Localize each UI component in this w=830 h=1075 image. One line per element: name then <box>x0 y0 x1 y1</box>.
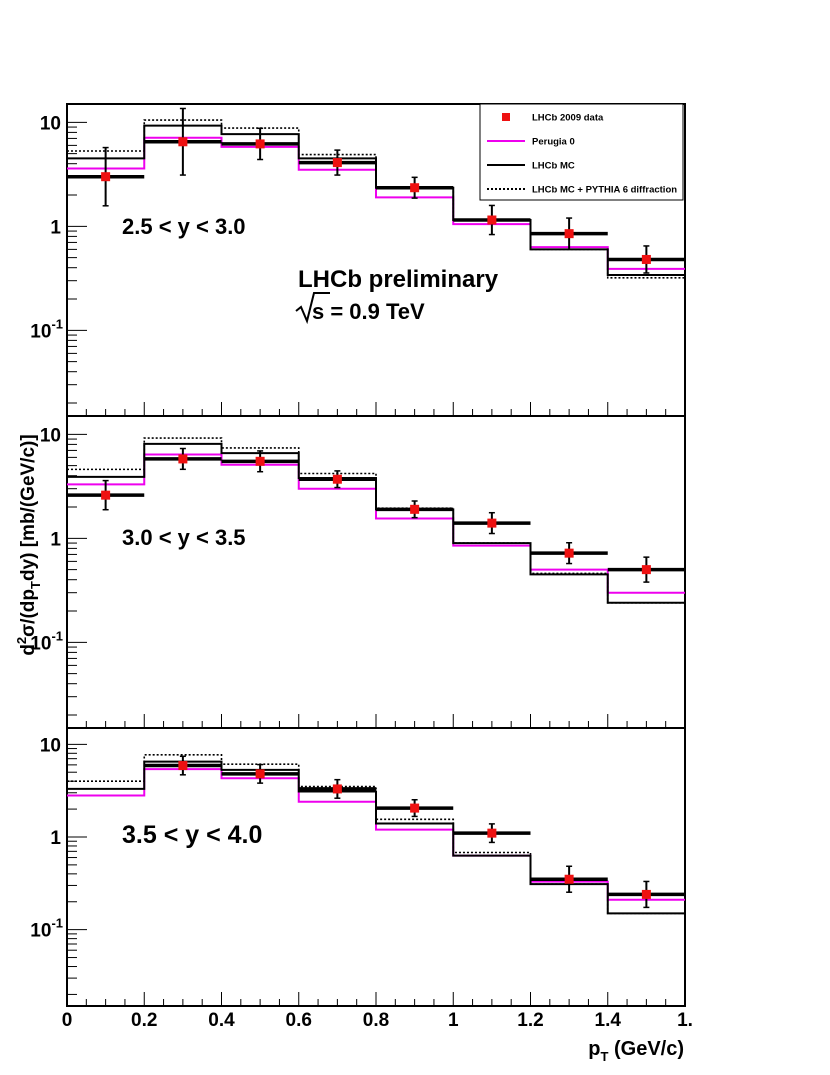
legend: LHCb 2009 data Perugia 0 LHCb MC LHCb MC + … <box>479 103 684 201</box>
panels-layer: 10 1 10-1 2.5 < y < 3.0 10 1 10-1 3.0 < y < 3.5… <box>30 103 686 1007</box>
sqrt-symbol <box>295 292 330 325</box>
x-tick-label: 1 <box>448 1010 459 1031</box>
data-point <box>255 139 265 149</box>
x-tick-label: 0 <box>62 1010 73 1031</box>
data-point <box>255 456 265 466</box>
data-point <box>332 158 342 168</box>
data-point <box>564 874 574 884</box>
data-point <box>178 454 188 464</box>
y-tick-label: 10-1 <box>30 628 63 654</box>
data-point <box>410 504 420 514</box>
data-point <box>255 769 265 779</box>
y-tick-label: 10 <box>40 425 61 446</box>
data-point <box>487 828 497 838</box>
x-tick-label: 0.8 <box>363 1010 389 1031</box>
panel-label: 2.5 < y < 3.0 <box>122 214 246 239</box>
data-point <box>410 803 420 813</box>
panel-label: 3.5 < y < 4.0 <box>122 821 262 849</box>
data-point <box>487 518 497 528</box>
y-tick-label: 1 <box>50 828 61 849</box>
panel-label: 3.0 < y < 3.5 <box>122 525 246 550</box>
x-tick-label: 0.4 <box>208 1010 235 1031</box>
panel-frame <box>66 415 686 729</box>
data-point <box>332 784 342 794</box>
svg-text:pT (GeV/c): pT (GeV/c) <box>588 1038 684 1064</box>
lhcbmc-line <box>67 442 685 604</box>
panel-2: 10 1 10-1 3.0 < y < 3.5 <box>30 415 686 729</box>
y-tick-label: 10-1 <box>30 916 63 942</box>
data-point <box>487 215 497 225</box>
data-point <box>564 229 574 239</box>
data-point <box>332 474 342 484</box>
xlabel-main: p <box>588 1038 600 1060</box>
ylabel-sub: T <box>28 581 43 589</box>
x-tick-label: 0.6 <box>286 1010 312 1031</box>
legend-entry: Perugia 0 <box>487 137 575 148</box>
legend-entry: LHCb MC + PYTHIA 6 diffraction <box>487 185 677 196</box>
legend-entry: LHCb MC <box>487 161 575 172</box>
legend-label: Perugia 0 <box>532 137 575 148</box>
data-point <box>641 254 651 264</box>
x-tick-label: 0.2 <box>131 1010 157 1031</box>
data-point <box>564 548 574 558</box>
legend-entries: LHCb 2009 data Perugia 0 LHCb MC LHCb MC + … <box>487 113 677 196</box>
legend-marker <box>502 113 510 121</box>
data-point <box>101 490 111 500</box>
energy-text: s = 0.9 TeV <box>312 299 425 324</box>
energy-label: s = 0.9 TeV <box>295 292 425 325</box>
ylabel-part3: dy) [mb/(GeV/c)] <box>18 434 39 581</box>
legend-label: LHCb MC + PYTHIA 6 diffraction <box>532 185 677 196</box>
y-tick-label: 1 <box>50 529 61 550</box>
y-tick-label: 1 <box>50 217 61 238</box>
svg-text:d2σ/(dpTdy) [mb/(GeV/c)]: d2σ/(dpTdy) [mb/(GeV/c)] <box>14 434 43 655</box>
ylabel-part2: σ/(dp <box>18 589 39 637</box>
y-tick-label: 10-1 <box>30 316 63 342</box>
y-axis-title: d2σ/(dpTdy) [mb/(GeV/c)] <box>14 434 43 655</box>
data-point <box>178 761 188 771</box>
legend-label: LHCb MC <box>532 161 575 172</box>
data-point <box>410 183 420 193</box>
data-point <box>641 565 651 575</box>
y-tick-label: 10 <box>40 113 61 134</box>
x-tick-label: 1. <box>677 1010 693 1031</box>
preliminary-label: LHCb preliminary <box>298 266 499 293</box>
xlabel-rest: (GeV/c) <box>608 1038 684 1060</box>
ylabel-part1: d <box>18 644 39 656</box>
legend-label: LHCb 2009 data <box>532 113 604 124</box>
x-tick-label: 1.4 <box>595 1010 622 1031</box>
xlabel-sub: T <box>600 1049 608 1064</box>
legend-entry: LHCb 2009 data <box>502 113 604 124</box>
y-tick-label: 10 <box>40 735 61 756</box>
x-axis: 0 0.2 0.4 0.6 0.8 1 1.2 1.4 1. <box>62 1010 693 1031</box>
legend-box <box>479 103 684 201</box>
ylabel-sup: 2 <box>14 637 29 644</box>
data-point <box>101 172 111 182</box>
lhcbmc-diffraction-line <box>67 437 685 604</box>
x-axis-title: pT (GeV/c) <box>588 1038 684 1064</box>
data-point <box>641 889 651 899</box>
panel-3: 10 1 10-1 3.5 < y < 4.0 <box>30 727 686 1007</box>
data-point <box>178 137 188 147</box>
x-tick-label: 1.2 <box>517 1010 543 1031</box>
